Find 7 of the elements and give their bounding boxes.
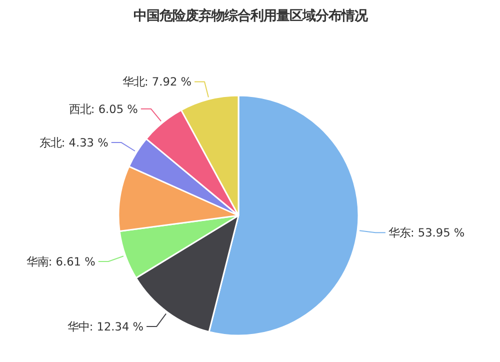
slice-label: 华东: 53.95 %	[388, 226, 465, 240]
slice-label: 东北: 4.33 %	[39, 136, 109, 150]
slice-label: 西北: 6.05 %	[68, 102, 138, 116]
chart-title: 中国危险废弃物综合利用量区域分布情况	[134, 8, 368, 24]
slice-label: 华南: 6.61 %	[26, 254, 96, 268]
slice-label: 华北: 7.92 %	[122, 74, 192, 89]
slice-label: 华中: 12.34 %	[67, 320, 144, 334]
